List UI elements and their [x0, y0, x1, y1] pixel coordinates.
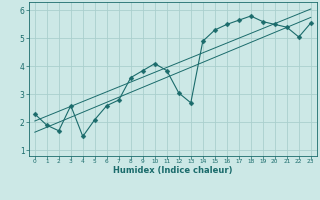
X-axis label: Humidex (Indice chaleur): Humidex (Indice chaleur) [113, 166, 233, 175]
